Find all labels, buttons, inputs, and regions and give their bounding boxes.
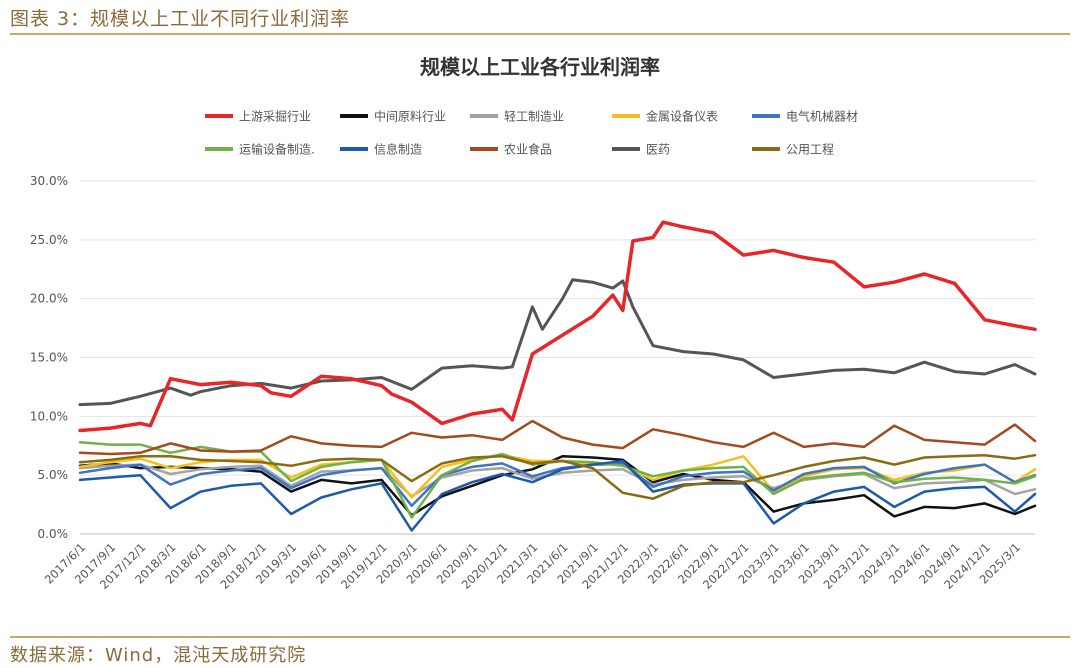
y-tick-label: 30.0% — [30, 174, 68, 188]
legend-label: 上游采掘行业 — [239, 109, 311, 124]
chart-gridlines — [80, 180, 1035, 535]
y-tick-label: 25.0% — [30, 233, 68, 247]
legend-label: 金属设备仪表 — [646, 109, 718, 124]
y-tick-label: 5.0% — [38, 468, 69, 482]
y-tick-label: 0.0% — [38, 527, 69, 541]
plot-area — [78, 220, 1037, 532]
y-axis: 0.0% 5.0% 10.0% 15.0% 20.0% 25.0% 30.0% — [30, 174, 68, 541]
legend-label: 中间原料行业 — [374, 109, 446, 124]
x-axis: 2017/6/12017/9/12017/12/12018/3/12018/6/… — [42, 540, 1023, 592]
y-tick-label: 10.0% — [30, 409, 68, 423]
figure-caption: 图表 3：规模以上工业不同行业利润率 — [10, 8, 351, 30]
series-line-9 — [78, 453, 1037, 500]
series-line-2 — [78, 463, 1037, 498]
line-chart: 规模以上工业各行业利润率 上游采掘行业 中间原料行业 轻工制造业 金属设备仪表 电气机械… — [30, 55, 1037, 592]
legend-label: 公用工程 — [786, 142, 834, 157]
chart-title: 规模以上工业各行业利润率 — [420, 55, 660, 79]
legend-label: 运输设备制造. — [239, 142, 315, 157]
legend-label: 信息制造 — [374, 142, 422, 157]
legend-label: 农业食品 — [504, 142, 552, 157]
legend-label: 医药 — [646, 143, 670, 157]
series-line-0 — [78, 220, 1037, 433]
legend-label: 轻工制造业 — [504, 110, 564, 124]
series-line-7 — [78, 419, 1037, 456]
legend-label: 电气机械器材 — [786, 109, 858, 124]
series-line-6 — [78, 459, 1037, 532]
y-tick-label: 20.0% — [30, 292, 68, 306]
bottom-divider — [10, 636, 1070, 638]
y-tick-label: 15.0% — [30, 351, 68, 365]
top-divider — [10, 33, 1070, 35]
source-note: 数据来源：Wind，混沌天成研究院 — [10, 645, 307, 666]
